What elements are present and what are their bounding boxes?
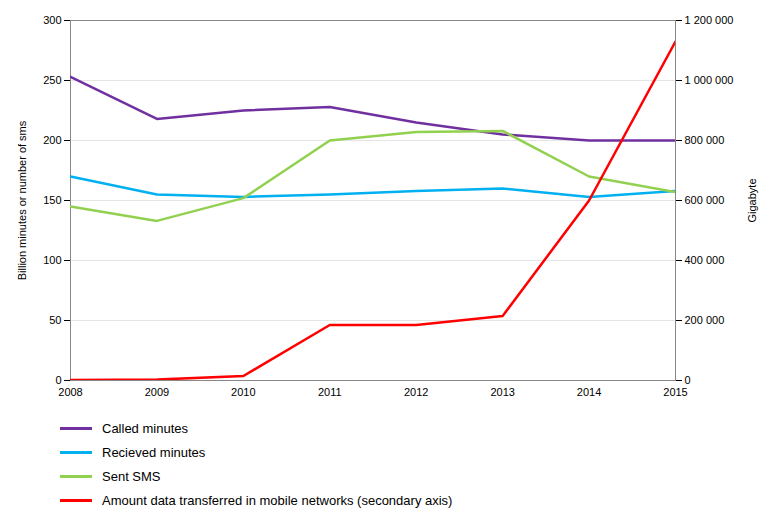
svg-text:2009: 2009: [145, 386, 169, 398]
svg-text:250: 250: [43, 74, 61, 86]
svg-text:200 000: 200 000: [685, 314, 725, 326]
svg-text:2011: 2011: [318, 386, 342, 398]
svg-text:2008: 2008: [58, 386, 82, 398]
svg-text:0: 0: [55, 374, 61, 386]
html-text:Called minutes: Called minutes: [102, 420, 188, 436]
svg-text:2015: 2015: [663, 386, 687, 398]
html-text:Recieved minutes: Recieved minutes: [102, 444, 206, 460]
svg-text:150: 150: [43, 194, 61, 206]
svg-text:Billion minutes or number of s: Billion minutes or number of sms: [16, 120, 28, 280]
html-text:Amount data transferred in mob: Amount data transferred in mobile networ…: [102, 492, 453, 508]
svg-text:50: 50: [49, 314, 61, 326]
svg-text:400 000: 400 000: [685, 254, 725, 266]
svg-text:600 000: 600 000: [685, 194, 725, 206]
svg-text:2013: 2013: [490, 386, 514, 398]
svg-text:100: 100: [43, 254, 61, 266]
svg-text:2012: 2012: [404, 386, 428, 398]
svg-text:0: 0: [685, 374, 691, 386]
svg-text:1 200 000: 1 200 000: [685, 14, 734, 26]
svg-text:800 000: 800 000: [685, 134, 725, 146]
svg-text:2010: 2010: [231, 386, 255, 398]
html-text:Sent SMS: Sent SMS: [102, 468, 161, 484]
svg-text:200: 200: [43, 134, 61, 146]
svg-text:2014: 2014: [577, 386, 601, 398]
svg-text:300: 300: [43, 14, 61, 26]
svg-text:1 000 000: 1 000 000: [685, 74, 734, 86]
svg-text:Gigabyte: Gigabyte: [746, 178, 758, 222]
